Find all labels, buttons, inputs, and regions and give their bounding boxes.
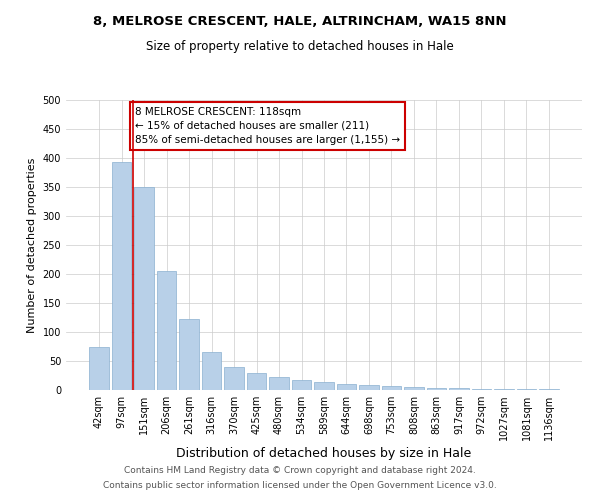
Bar: [134, 187, 154, 390]
Bar: [269, 377, 289, 390]
Bar: [202, 352, 221, 390]
Bar: [157, 271, 176, 390]
Bar: [179, 319, 199, 390]
Bar: [314, 382, 334, 390]
X-axis label: Distribution of detached houses by size in Hale: Distribution of detached houses by size …: [176, 448, 472, 460]
Bar: [247, 372, 266, 390]
Text: 8 MELROSE CRESCENT: 118sqm
← 15% of detached houses are smaller (211)
85% of sem: 8 MELROSE CRESCENT: 118sqm ← 15% of deta…: [135, 107, 400, 145]
Bar: [337, 384, 356, 390]
Bar: [449, 388, 469, 390]
Bar: [359, 385, 379, 390]
Y-axis label: Number of detached properties: Number of detached properties: [27, 158, 37, 332]
Text: Contains HM Land Registry data © Crown copyright and database right 2024.: Contains HM Land Registry data © Crown c…: [124, 466, 476, 475]
Bar: [382, 386, 401, 390]
Text: Size of property relative to detached houses in Hale: Size of property relative to detached ho…: [146, 40, 454, 53]
Bar: [224, 367, 244, 390]
Text: Contains public sector information licensed under the Open Government Licence v3: Contains public sector information licen…: [103, 481, 497, 490]
Bar: [427, 388, 446, 390]
Bar: [404, 387, 424, 390]
Bar: [472, 389, 491, 390]
Bar: [89, 346, 109, 390]
Bar: [494, 389, 514, 390]
Bar: [292, 380, 311, 390]
Text: 8, MELROSE CRESCENT, HALE, ALTRINCHAM, WA15 8NN: 8, MELROSE CRESCENT, HALE, ALTRINCHAM, W…: [93, 15, 507, 28]
Bar: [112, 162, 131, 390]
